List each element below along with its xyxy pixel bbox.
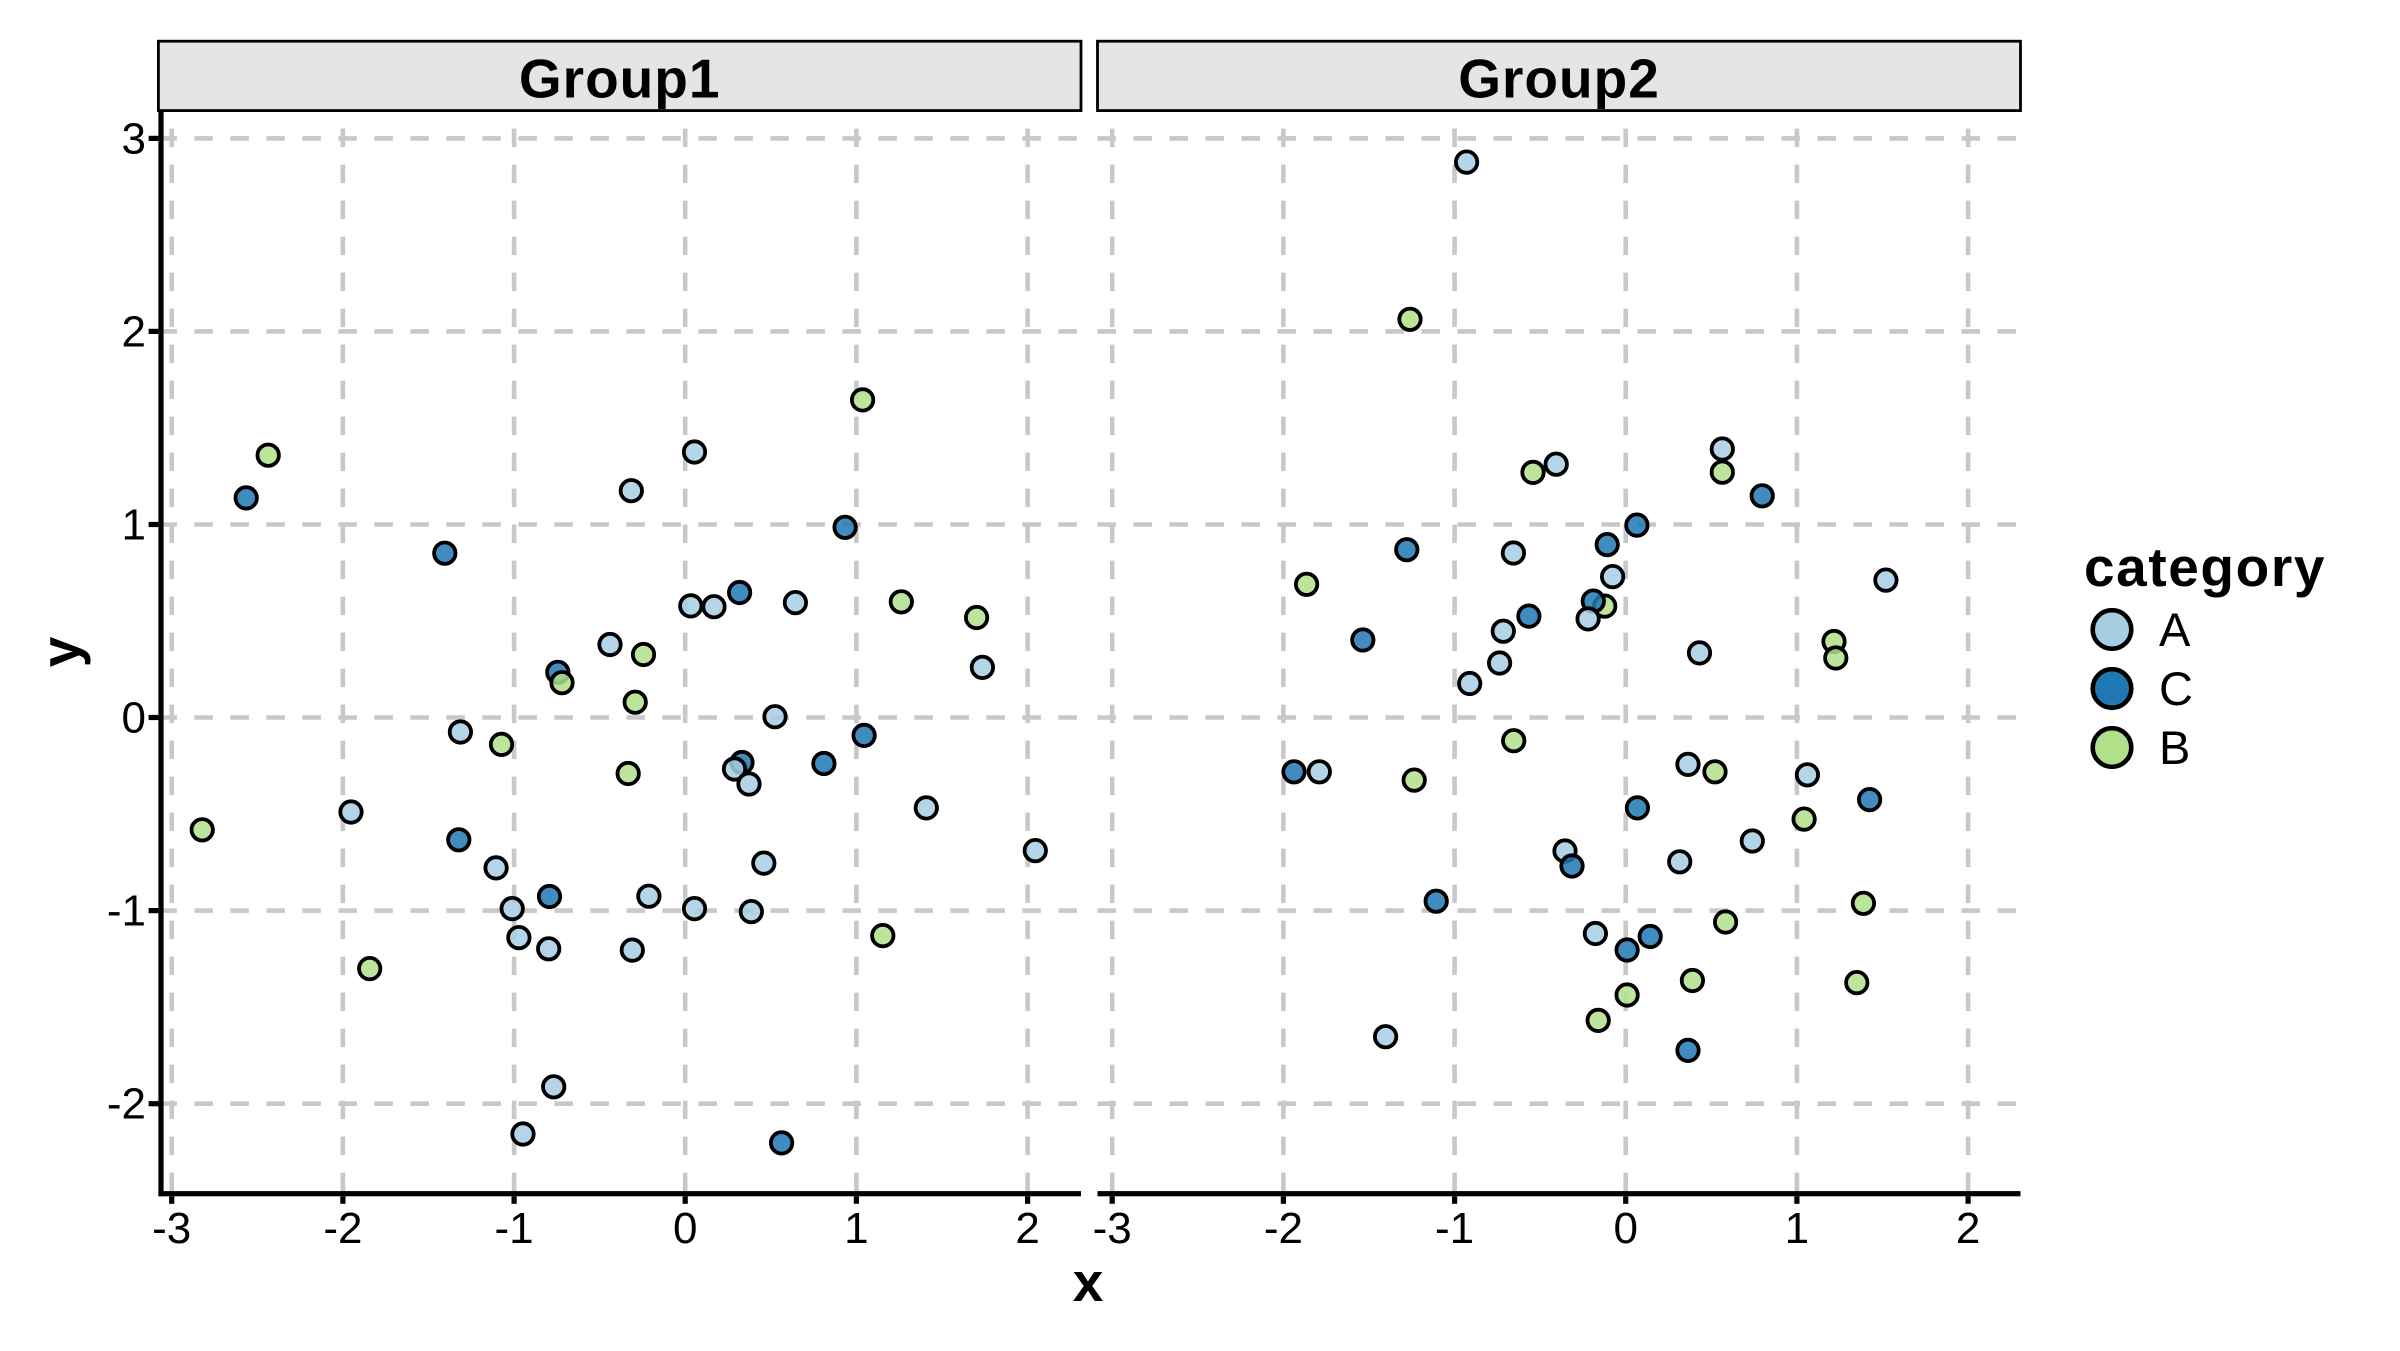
svg-text:0: 0	[1613, 1204, 1637, 1253]
svg-text:0: 0	[122, 694, 146, 743]
svg-text:3: 3	[122, 114, 146, 163]
svg-text:2: 2	[1956, 1204, 1980, 1253]
svg-text:-2: -2	[323, 1204, 362, 1253]
svg-text:A: A	[2159, 603, 2191, 656]
svg-text:Group2: Group2	[1458, 48, 1660, 110]
svg-text:x: x	[1073, 1251, 1104, 1313]
svg-text:-1: -1	[107, 887, 146, 936]
svg-text:-2: -2	[1264, 1204, 1303, 1253]
svg-text:1: 1	[1785, 1204, 1809, 1253]
svg-text:-3: -3	[1093, 1204, 1132, 1253]
svg-text:B: B	[2159, 721, 2190, 774]
svg-text:-2: -2	[107, 1080, 146, 1129]
svg-text:1: 1	[122, 501, 146, 550]
svg-text:2: 2	[1015, 1204, 1039, 1253]
svg-text:0: 0	[673, 1204, 697, 1253]
svg-text:-1: -1	[1435, 1204, 1474, 1253]
svg-text:category: category	[2084, 536, 2326, 598]
svg-text:C: C	[2159, 662, 2193, 715]
svg-text:y: y	[29, 636, 91, 667]
svg-text:-1: -1	[495, 1204, 534, 1253]
svg-text:-3: -3	[152, 1204, 191, 1253]
svg-text:1: 1	[844, 1204, 868, 1253]
svg-text:2: 2	[122, 307, 146, 356]
svg-text:Group1: Group1	[519, 48, 721, 110]
